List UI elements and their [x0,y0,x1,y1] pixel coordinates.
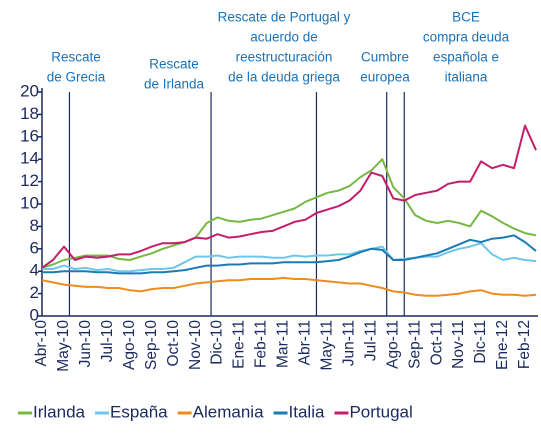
y-tick-label: 14 [20,149,39,168]
x-tick-label: Jun-11 [340,320,357,366]
annotation: Rescate de Portugal y [218,10,351,25]
x-tick-label: Ene-12 [494,320,511,370]
y-tick-label: 6 [30,238,39,257]
annotation: Rescate [149,57,199,72]
series-line [42,242,537,273]
legend-label: Portugal [349,402,412,421]
y-tick-label: 18 [20,104,39,123]
series-line [41,124,537,269]
annotation: reestructuración [236,50,333,65]
x-tick-label: May-11 [319,320,336,371]
x-tick-label: Jul-10 [99,320,116,363]
y-tick-label: 4 [30,261,39,280]
y-tick-label: 20 [20,81,39,100]
annotation: Rescate [51,50,101,65]
annotation: europea [360,70,410,85]
x-tick-label: Sep-10 [143,320,160,370]
annotation: de la deuda griega [228,70,340,85]
x-tick-label: Ene-11 [231,320,248,369]
annotation: Cumbre [361,50,409,65]
x-tick-label: Ago-11 [384,320,401,369]
x-tick-label: Nov-11 [450,320,467,369]
annotation: de Irlanda [144,77,205,92]
x-tick-label: Dic-10 [209,320,226,365]
series-line [41,158,537,269]
annotation: de Grecia [47,70,106,85]
y-tick-label: 8 [30,216,39,235]
x-tick-label: Feb-11 [253,320,270,368]
y-tick-label: 16 [20,126,39,145]
series-line [42,234,537,275]
annotation: italiana [445,70,488,85]
x-tick-label: Dic-11 [472,320,489,364]
x-tick-label: Sep-11 [406,320,423,369]
annotation: compra deuda [423,30,510,45]
x-tick-label: Abr-11 [297,320,314,365]
legend-label: Alemania [193,402,264,421]
legend-label: Italia [289,402,325,421]
x-tick-label: Nov-10 [187,320,204,370]
x-tick-label: Jun-10 [77,320,94,368]
series-line [41,276,537,297]
x-tick-label: Oct-10 [165,320,182,367]
y-tick-label: 10 [20,193,39,212]
x-tick-label: May-10 [55,320,72,372]
x-tick-label: Ago-10 [121,320,138,370]
y-tick-label: 12 [20,171,39,190]
legend-label: Irlanda [33,402,86,421]
x-tick-label: Mar-11 [275,320,292,368]
x-tick-label: Oct-11 [428,320,445,365]
x-tick-label: Abr-10 [33,320,50,367]
x-tick-label: Feb-12 [516,320,533,369]
annotation: española e [433,50,499,65]
annotation: BCE [452,10,480,25]
x-tick-label: Jul-11 [362,320,379,361]
legend-label: España [110,402,168,421]
y-tick-label: 0 [30,305,39,324]
y-tick-label: 2 [30,283,39,302]
annotation: acuerdo de [250,30,318,45]
